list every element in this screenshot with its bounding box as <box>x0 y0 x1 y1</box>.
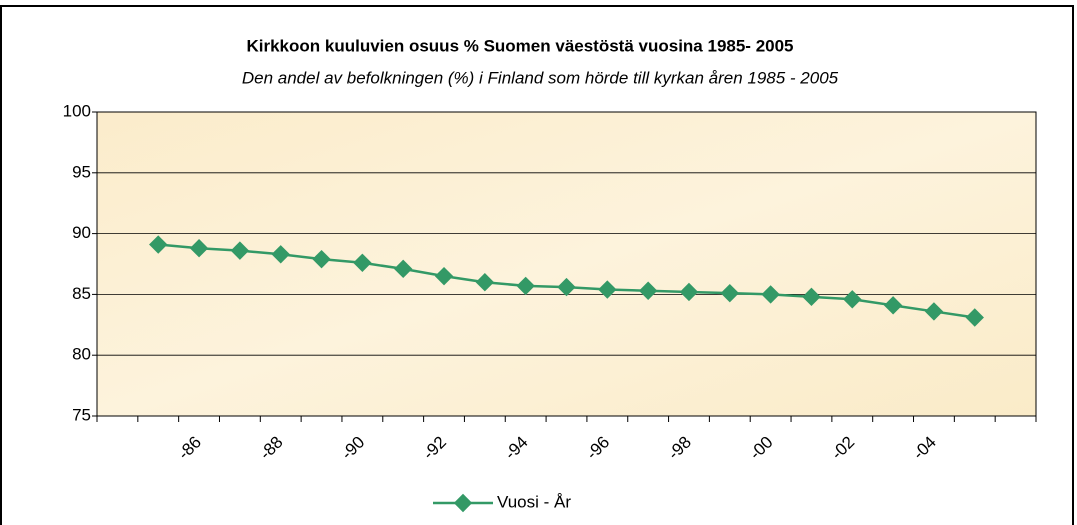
marker <box>720 283 739 303</box>
chart-title: Kirkkoon kuuluvien osuus % Suomen väestö… <box>246 36 793 55</box>
marker <box>761 285 780 304</box>
marker <box>924 302 944 321</box>
marker <box>434 266 454 286</box>
y-tick-label: 100 <box>63 101 91 120</box>
legend-label: Vuosi - År <box>497 492 571 511</box>
legend-marker <box>453 493 473 513</box>
marker <box>557 277 576 297</box>
chart-subtitle: Den andel av befolkningen (%) i Finland … <box>242 68 839 87</box>
marker <box>475 273 495 292</box>
y-tick-label: 75 <box>72 405 91 424</box>
marker <box>271 245 290 264</box>
y-tick-label: 95 <box>72 162 91 181</box>
marker <box>189 238 209 258</box>
marker <box>679 282 699 302</box>
marker <box>230 241 250 260</box>
marker <box>843 290 862 309</box>
marker <box>802 287 821 307</box>
marker <box>598 280 617 299</box>
marker <box>638 281 658 300</box>
marker <box>394 259 413 279</box>
y-tick-label: 85 <box>72 284 91 303</box>
marker <box>312 249 331 269</box>
marker <box>516 276 535 296</box>
marker <box>883 296 903 315</box>
plot-area <box>96 111 1037 417</box>
y-tick-label: 90 <box>72 223 91 242</box>
marker <box>149 235 168 254</box>
y-tick-label: 80 <box>72 345 91 364</box>
marker <box>965 308 984 327</box>
marker <box>353 253 372 272</box>
